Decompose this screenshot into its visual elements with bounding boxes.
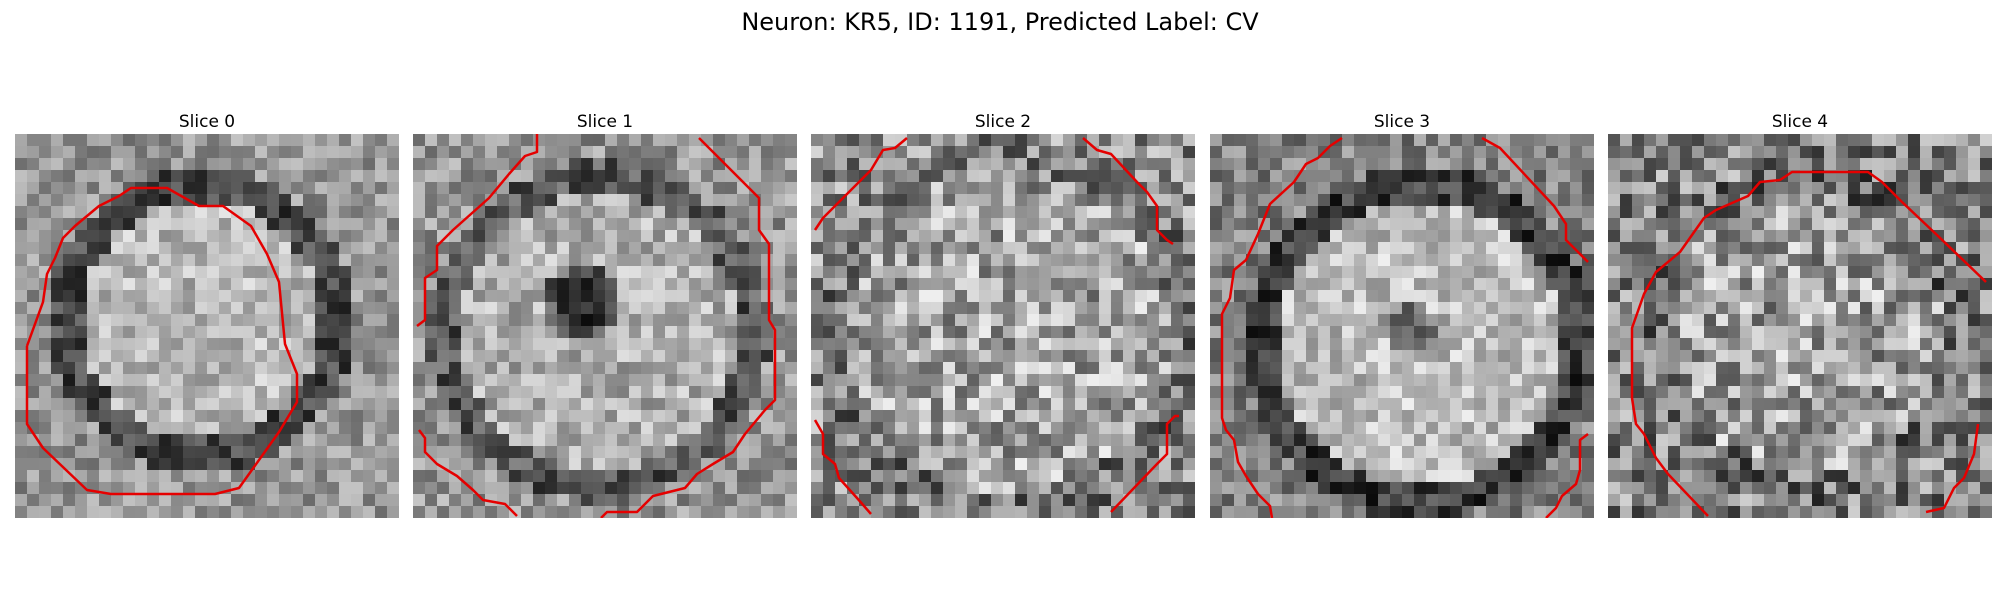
contour-3-b xyxy=(1481,136,1589,263)
slice-image-4 xyxy=(1608,134,1992,518)
contour-4-a xyxy=(1630,170,1987,517)
contour-2-d xyxy=(1110,414,1179,513)
slice-image-2 xyxy=(811,134,1195,518)
contour-2-c xyxy=(813,419,872,515)
pixel-grid-4 xyxy=(1608,134,1992,518)
slice-image-0 xyxy=(15,134,399,518)
slice-panel-1: Slice 1 xyxy=(413,110,797,518)
contour-1-c xyxy=(418,429,518,517)
contour-2-b xyxy=(1082,137,1174,246)
slice-panel-2: Slice 2 xyxy=(811,110,1195,518)
pixel-grid-2 xyxy=(811,134,1195,518)
slice-title-3: Slice 3 xyxy=(1373,112,1431,132)
contour-4-b xyxy=(1925,423,1980,514)
slice-image-1 xyxy=(413,134,797,518)
slice-title-2: Slice 2 xyxy=(974,112,1032,132)
contour-2-a xyxy=(813,137,908,231)
contour-3-c xyxy=(1545,433,1589,518)
slice-title-4: Slice 4 xyxy=(1771,112,1829,132)
contour-0-a xyxy=(25,186,299,496)
pixel-grid-0 xyxy=(15,134,399,518)
slice-panel-3: Slice 3 xyxy=(1210,110,1594,518)
pixel-grid-3 xyxy=(1210,134,1594,518)
contour-1-a xyxy=(416,134,539,327)
pixel-grid-1 xyxy=(413,134,797,518)
slice-title-1: Slice 1 xyxy=(576,112,634,132)
contour-3-a xyxy=(1220,136,1343,518)
slice-image-3 xyxy=(1210,134,1594,518)
slice-panel-0: Slice 0 xyxy=(15,110,399,518)
contour-1-b xyxy=(600,137,777,518)
figure-title: Neuron: KR5, ID: 1191, Predicted Label: … xyxy=(741,8,1259,36)
slice-title-0: Slice 0 xyxy=(178,112,236,132)
slice-panel-4: Slice 4 xyxy=(1608,110,1992,518)
